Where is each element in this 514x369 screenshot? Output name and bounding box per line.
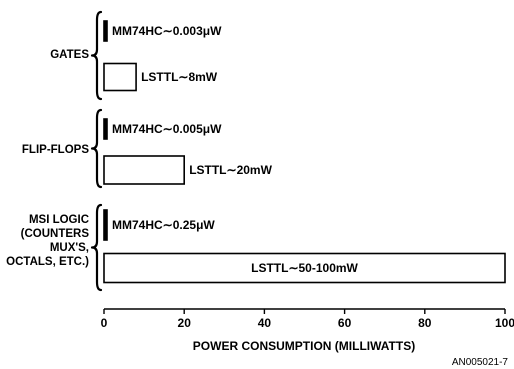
bars-layer	[103, 20, 506, 284]
group-label-0-line-0: GATES	[50, 49, 89, 61]
x-tick-label-1: 20	[178, 316, 192, 330]
labels-layer: MM74HC∼0.003μW LSTTL∼8mW GATES MM74HC∼0.005…	[6, 24, 358, 275]
bar-0-1	[103, 62, 137, 92]
bar-0-0	[103, 20, 108, 42]
x-tick-label-4: 80	[418, 316, 432, 330]
bar-2-1	[103, 252, 506, 284]
bar-label-1-1: LSTTL∼20mW	[189, 163, 272, 177]
bar-1-1	[103, 155, 185, 185]
bar-label-2-0: MM74HC∼0.25μW	[112, 218, 215, 232]
x-tick-label-3: 60	[338, 316, 352, 330]
bar-label-0-1: LSTTL∼8mW	[141, 70, 218, 84]
group-brace-2	[90, 203, 103, 292]
bar-2-0	[103, 209, 108, 241]
group-brace-1	[90, 108, 103, 189]
group-label-1-line-0: FLIP-FLOPS	[22, 144, 89, 156]
x-tick-label-0: 0	[101, 316, 108, 330]
x-axis: 0 20 40 60 80 100	[101, 308, 514, 330]
group-label-2-line-0: MSI LOGIC	[29, 214, 89, 226]
bar-label-1-0: MM74HC∼0.005μW	[112, 122, 222, 136]
figure-code: AN005021-7	[452, 357, 509, 368]
x-axis-title: POWER CONSUMPTION (MILLIWATTS)	[193, 339, 415, 353]
group-label-2-line-1: (COUNTERS	[21, 228, 90, 240]
bar-label-0-0: MM74HC∼0.003μW	[112, 24, 222, 38]
group-brace-0	[90, 10, 103, 101]
x-tick-label-5: 100	[495, 316, 514, 330]
group-braces-layer	[90, 10, 103, 292]
group-label-2-line-3: OCTALS, ETC.)	[6, 256, 89, 268]
x-tick-label-2: 40	[258, 316, 272, 330]
group-label-2-line-2: MUX'S,	[50, 242, 89, 254]
bar-1-0	[103, 118, 108, 140]
bar-label-2-1: LSTTL∼50-100mW	[251, 261, 358, 275]
